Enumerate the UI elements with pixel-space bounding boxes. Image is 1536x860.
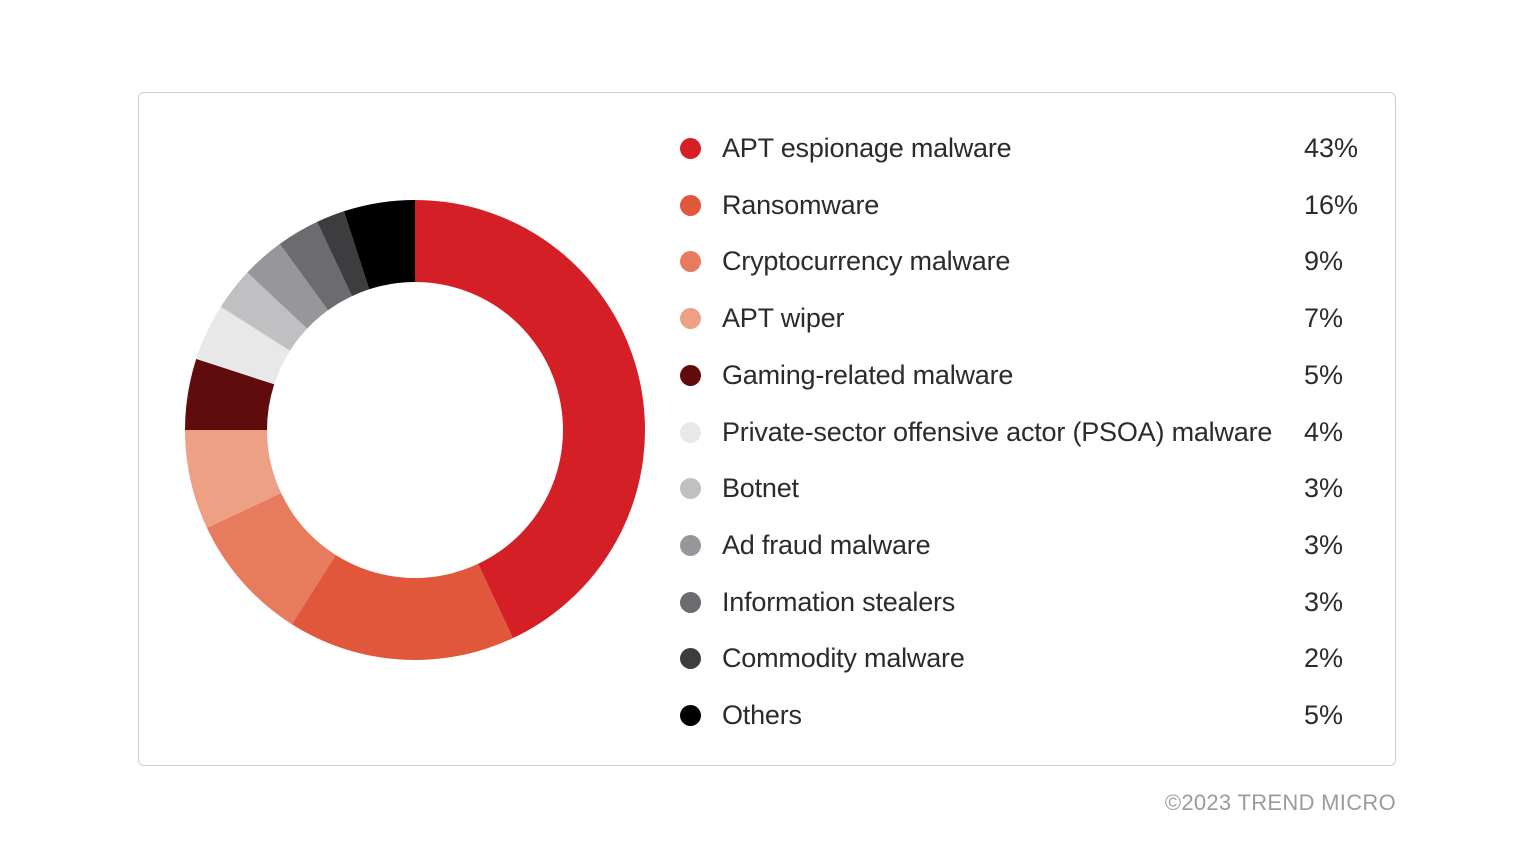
legend-swatch	[680, 421, 701, 443]
legend-label: Ad fraud malware	[722, 529, 931, 560]
legend-item: Commodity malware 2%	[680, 638, 1370, 678]
donut-slice-private-sector-offensive-actor-psoa-malware	[196, 306, 291, 385]
legend-value: 4%	[1304, 416, 1344, 447]
legend-value: 2%	[1304, 643, 1344, 674]
legend-value: 7%	[1304, 303, 1344, 334]
legend-value: 3%	[1304, 529, 1344, 560]
donut-slice-ad-fraud-malware	[247, 243, 329, 329]
copyright-footer: ©2023 TREND MICRO	[1164, 790, 1396, 815]
legend-label: Private-sector offensive actor (PSOA) ma…	[722, 416, 1273, 447]
legend-item: Cryptocurrency malware 9%	[680, 241, 1370, 281]
legend-swatch	[680, 364, 701, 386]
legend-swatch	[680, 138, 701, 159]
donut-slice-others	[343, 200, 415, 290]
legend-value: 43%	[1304, 133, 1359, 163]
legend-swatch	[680, 705, 701, 726]
legend-label: Information stealers	[722, 586, 956, 617]
donut-slice-gaming-related-malware	[185, 358, 275, 430]
legend-item: Botnet 3%	[680, 468, 1370, 508]
legend-label: Ransomware	[722, 189, 880, 220]
donut-slice-ransomware	[291, 554, 513, 660]
legend-item: Gaming-related malware 5%	[680, 355, 1370, 395]
legend-item: Ransomware 16%	[680, 185, 1370, 225]
legend-label: Gaming-related malware	[722, 359, 1014, 390]
legend-item: APT wiper 7%	[680, 298, 1370, 338]
legend-label: APT wiper	[722, 303, 845, 334]
legend-label: Cryptocurrency malware	[722, 246, 1011, 277]
legend-item: Ad fraud malware 3%	[680, 525, 1370, 565]
legend-value: 5%	[1304, 359, 1344, 390]
legend-label: Others	[722, 700, 802, 730]
donut-slice-apt-wiper	[185, 430, 282, 528]
legend-swatch	[680, 194, 701, 216]
legend-value: 3%	[1304, 473, 1344, 504]
donut-chart	[185, 200, 645, 660]
donut-slice-botnet	[220, 272, 308, 351]
legend-swatch	[680, 251, 701, 273]
donut-slice-apt-espionage-malware	[415, 200, 645, 639]
donut-slice-cryptocurrency-malware	[206, 493, 336, 625]
legend-swatch	[680, 478, 701, 500]
legend-value: 9%	[1304, 246, 1344, 277]
donut-slice-information-stealers	[279, 221, 352, 311]
legend-label: Commodity malware	[722, 643, 965, 674]
legend-item: Private-sector offensive actor (PSOA) ma…	[680, 412, 1370, 452]
legend-value: 5%	[1304, 700, 1344, 730]
legend-swatch	[680, 591, 701, 613]
legend-label: Botnet	[722, 473, 799, 504]
legend-label: APT espionage malware	[722, 133, 1012, 163]
legend-item: APT espionage malware 43%	[680, 128, 1370, 168]
legend-value: 16%	[1304, 189, 1359, 220]
donut-slice-commodity-malware	[317, 211, 370, 297]
legend-swatch	[680, 534, 701, 556]
legend-swatch	[680, 308, 701, 330]
legend-item: Others 5%	[680, 695, 1370, 735]
legend-item: Information stealers 3%	[680, 582, 1370, 622]
chart-panel	[138, 92, 1396, 766]
legend-swatch	[680, 648, 701, 670]
legend-value: 3%	[1304, 586, 1344, 617]
